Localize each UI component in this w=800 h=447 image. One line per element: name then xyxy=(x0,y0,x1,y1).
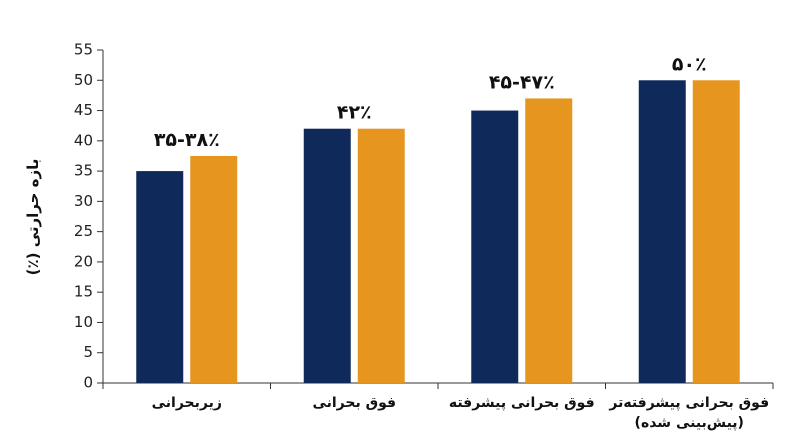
y-tick-label: 0 xyxy=(83,374,93,392)
bar xyxy=(190,155,238,383)
group-label: ۵۰٪ xyxy=(672,53,707,75)
y-tick-label: 40 xyxy=(74,131,93,149)
bar xyxy=(638,80,686,383)
y-tick-label: 45 xyxy=(74,101,93,119)
y-axis-label: بازه حرارتی (٪) xyxy=(24,159,42,276)
x-tick-label: فوق بحرانی پیشرفته‌تر (پیش‌بینی شده) xyxy=(609,395,770,431)
y-tick-label: 55 xyxy=(74,41,93,59)
x-tick-label: فوق بحرانی پیشرفته xyxy=(448,395,595,411)
bar xyxy=(525,98,573,383)
y-tick-label: 20 xyxy=(74,252,93,270)
group-label: ۴۲٪ xyxy=(337,102,372,124)
y-tick-label: 30 xyxy=(74,192,93,210)
bar xyxy=(357,128,405,383)
bar xyxy=(692,80,740,383)
y-tick-label: 35 xyxy=(74,162,93,180)
x-tick-label: فوق بحرانی xyxy=(312,395,397,411)
y-tick-label: 10 xyxy=(74,313,93,331)
bar xyxy=(471,110,519,383)
y-tick-label: 50 xyxy=(74,71,93,89)
bar xyxy=(303,128,351,383)
group-label: ۴۵-۴۷٪ xyxy=(489,71,555,93)
y-tick-label: 5 xyxy=(83,343,93,361)
y-tick-label: 15 xyxy=(74,283,93,301)
group-label: ۳۵-۳۸٪ xyxy=(154,129,220,151)
x-tick-label: زیربحرانی xyxy=(151,395,222,411)
bar xyxy=(136,171,184,383)
y-tick-label: 25 xyxy=(74,222,93,240)
